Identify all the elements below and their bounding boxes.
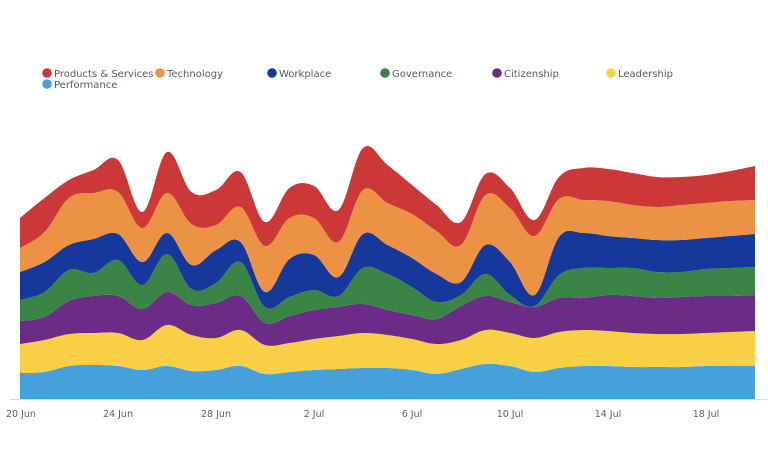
x-tick-label: 18 Jul xyxy=(693,409,720,420)
legend-item-citizenship[interactable]: Citizenship xyxy=(492,68,559,80)
legend-item-governance[interactable]: Governance xyxy=(380,68,452,80)
legend-label: Technology xyxy=(166,69,223,80)
x-tick-label: 24 Jun xyxy=(103,409,133,420)
area-technology xyxy=(20,188,755,296)
area-citizenship xyxy=(20,291,755,346)
legend-marker xyxy=(42,68,52,78)
area-products-and-services xyxy=(20,145,755,248)
legend-label: Leadership xyxy=(618,69,673,80)
legend-label: Citizenship xyxy=(504,69,559,80)
legend-marker xyxy=(267,68,277,78)
legend-label: Performance xyxy=(54,80,117,91)
legend-marker xyxy=(492,68,502,78)
legend-label: Workplace xyxy=(279,69,331,80)
legend-item-workplace[interactable]: Workplace xyxy=(267,68,331,80)
x-axis-ticks: 20 Jun 24 Jun 28 Jun 2 Jul 6 Jul 10 Jul 14 Jul… xyxy=(6,409,719,420)
legend-item-products-and-services[interactable]: Products & Services xyxy=(42,68,154,80)
x-tick-label: 20 Jun xyxy=(6,409,36,420)
area-governance xyxy=(20,253,755,324)
legend-item-performance[interactable]: Performance xyxy=(42,79,117,91)
legend-item-technology[interactable]: Technology xyxy=(155,68,223,80)
x-tick-label: 14 Jul xyxy=(595,409,622,420)
x-tick-label: 6 Jul xyxy=(402,409,423,420)
legend-marker xyxy=(155,68,165,78)
x-tick-label: 2 Jul xyxy=(304,409,325,420)
legend: Products & Services Technology Workplace Go… xyxy=(42,68,673,91)
areas-group xyxy=(20,145,755,399)
legend-label: Products & Services xyxy=(54,69,154,80)
legend-label: Governance xyxy=(392,69,452,80)
area-leadership xyxy=(20,324,755,375)
legend-item-leadership[interactable]: Leadership xyxy=(606,68,673,80)
area-performance xyxy=(20,363,755,399)
legend-marker xyxy=(606,68,616,78)
legend-marker xyxy=(42,79,52,89)
x-tick-label: 10 Jul xyxy=(497,409,524,420)
area-workplace xyxy=(20,230,755,309)
x-tick-label: 28 Jun xyxy=(201,409,231,420)
legend-marker xyxy=(380,68,390,78)
